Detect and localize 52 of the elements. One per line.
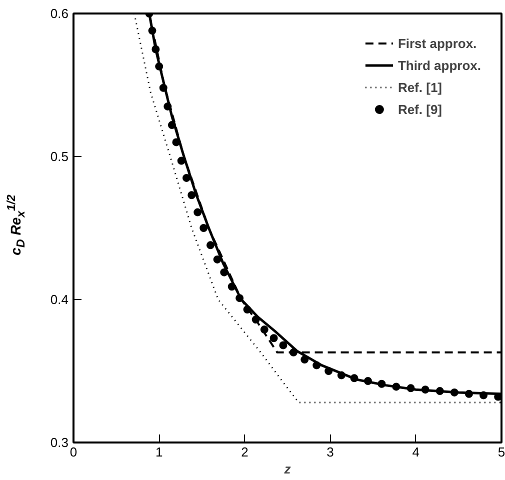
- x-tick-label: 0: [70, 444, 78, 460]
- point: [148, 26, 156, 35]
- point: [337, 371, 346, 380]
- point: [213, 255, 222, 264]
- x-tick-label: 5: [498, 444, 505, 460]
- point: [220, 268, 228, 276]
- point: [480, 391, 488, 400]
- x-axis-title: z: [283, 462, 292, 476]
- y-tick-label: 0.3: [50, 435, 69, 450]
- point: [436, 387, 444, 396]
- point: [270, 334, 278, 342]
- point: [206, 241, 214, 250]
- point: [279, 341, 288, 350]
- point: [152, 45, 160, 54]
- point: [252, 316, 260, 324]
- legend-label: First approx.: [398, 36, 477, 50]
- point: [450, 388, 458, 396]
- x-tick-label: 1: [155, 444, 163, 460]
- x-tick-label: 3: [326, 444, 334, 460]
- y-tick-label: 0.6: [50, 6, 69, 21]
- point: [236, 294, 244, 302]
- point: [300, 356, 309, 364]
- point: [182, 174, 190, 182]
- point: [392, 382, 400, 391]
- point: [421, 386, 430, 394]
- point: [406, 384, 415, 392]
- legend-label: Ref. [9]: [398, 102, 442, 116]
- point: [155, 62, 164, 70]
- point: [188, 191, 196, 200]
- point: [164, 102, 172, 110]
- point: [172, 138, 180, 146]
- point: [324, 367, 333, 375]
- point: [177, 156, 186, 165]
- point: [168, 121, 176, 130]
- point: [350, 374, 358, 382]
- point: [228, 282, 236, 291]
- point: [260, 326, 268, 334]
- point: [464, 390, 473, 398]
- point: [312, 361, 321, 370]
- point: [378, 380, 386, 388]
- legend-label: Third approx.: [398, 58, 481, 72]
- x-tick-label: 4: [412, 444, 420, 460]
- legend-label: Ref. [1]: [398, 80, 442, 94]
- point: [289, 348, 298, 356]
- point: [243, 306, 252, 314]
- point: [159, 84, 168, 92]
- point: [200, 224, 208, 232]
- y-tick-label: 0.5: [50, 149, 69, 164]
- point: [194, 208, 202, 216]
- x-tick-label: 2: [241, 444, 248, 460]
- y-tick-label: 0.4: [50, 292, 69, 307]
- point: [364, 377, 372, 386]
